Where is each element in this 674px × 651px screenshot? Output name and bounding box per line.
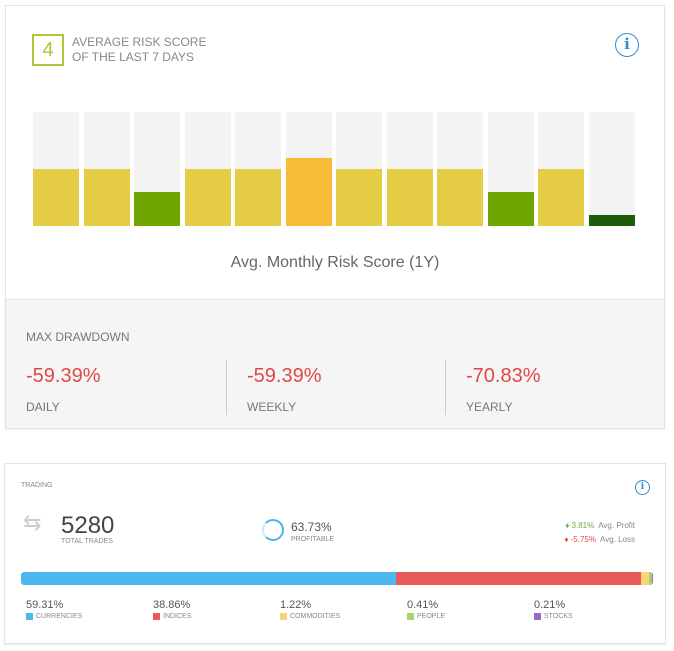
trading-card: TRADING i ⇆ 5280 TOTAL TRADES 63.73% PROFI… — [4, 463, 666, 644]
bar-month-5[interactable] — [235, 169, 281, 226]
legend-label-row: PEOPLE — [407, 613, 527, 620]
avg-loss-value: -5.75% — [570, 535, 596, 544]
profitable-ring-icon — [262, 519, 284, 541]
drawdown-daily: -59.39% DAILY — [6, 360, 226, 415]
bar-month-9[interactable] — [437, 169, 483, 226]
legend-swatch — [26, 613, 33, 620]
title-line-1: AVERAGE RISK SCORE — [72, 35, 207, 49]
legend-label-row: COMMODITIES — [280, 613, 400, 620]
title-line-2: OF THE LAST 7 DAYS — [72, 50, 195, 64]
avg-profit-label: Avg. Profit — [598, 521, 635, 530]
profitable-value: 63.73% — [291, 520, 332, 534]
bar-background — [134, 112, 180, 226]
drawdown-label: DAILY — [26, 400, 60, 414]
segment-commodities — [641, 572, 650, 585]
bar-background — [83, 112, 130, 226]
avg-loss-label: Avg. Loss — [600, 535, 635, 544]
legend-swatch — [407, 613, 414, 620]
bar-month-12[interactable] — [588, 214, 635, 226]
avg-profit: ♦ 3.81% Avg. Profit — [565, 521, 635, 530]
total-trades: 5280 TOTAL TRADES — [61, 512, 114, 545]
legend-value: 59.31% — [26, 599, 64, 611]
legend-swatch — [153, 613, 160, 620]
bar-month-10[interactable] — [487, 191, 534, 226]
drawdown-value: -70.83% — [466, 365, 541, 387]
legend-stocks: 0.21% STOCKS — [534, 599, 654, 620]
legend-value: 0.21% — [534, 599, 566, 611]
legend-label-row: INDICES — [153, 613, 273, 620]
legend-value: 1.22% — [280, 599, 312, 611]
bar-month-1[interactable] — [33, 169, 79, 226]
monthly-risk-chart — [33, 112, 639, 226]
legend-label: INDICES — [163, 613, 192, 620]
risk-score-title: AVERAGE RISK SCORE OF THE LAST 7 DAYS — [72, 35, 206, 65]
legend-label: COMMODITIES — [290, 613, 341, 620]
legend-label: PEOPLE — [417, 613, 446, 620]
total-trades-label: TOTAL TRADES — [61, 538, 113, 545]
legend-value: 38.86% — [153, 599, 191, 611]
profitable: 63.73% PROFITABLE — [291, 520, 334, 543]
segment-stocks — [651, 572, 653, 585]
segment-currencies — [21, 572, 396, 585]
bar-month-4[interactable] — [184, 169, 231, 226]
legend-value: 0.41% — [407, 599, 439, 611]
info-icon[interactable]: i — [615, 33, 639, 57]
drawdown-title: MAX DRAWDOWN — [26, 330, 130, 344]
segment-people — [649, 572, 652, 585]
bar-month-7[interactable] — [336, 169, 382, 226]
bar-background — [184, 112, 231, 226]
bar-month-8[interactable] — [386, 169, 433, 226]
legend-people: 0.41% PEOPLE — [407, 599, 527, 620]
bar-background — [336, 112, 382, 226]
info-icon[interactable]: i — [635, 480, 650, 495]
avg-profit-value: 3.81% — [571, 521, 595, 530]
legend-label: STOCKS — [544, 613, 573, 620]
drawdown-yearly: -70.83% YEARLY — [445, 360, 665, 415]
bar-background — [235, 112, 281, 226]
bar-background — [386, 112, 433, 226]
bar-month-3[interactable] — [134, 191, 180, 226]
drawdown-value: -59.39% — [247, 365, 322, 387]
legend-currencies: 59.31% CURRENCIES — [26, 599, 146, 620]
category-breakdown-bar — [21, 572, 653, 585]
bar-background — [538, 112, 584, 226]
bar-background — [588, 112, 635, 226]
drawdown-label: YEARLY — [466, 400, 513, 414]
avg-loss: ♦ -5.75% Avg. Loss — [564, 535, 635, 544]
swap-arrows-icon: ⇆ — [23, 510, 42, 535]
legend-indices: 38.86% INDICES — [153, 599, 273, 620]
profitable-label: PROFITABLE — [291, 536, 335, 543]
bar-background — [437, 112, 483, 226]
up-icon: ♦ — [565, 521, 570, 530]
drawdown-weekly: -59.39% WEEKLY — [226, 360, 446, 415]
total-trades-value: 5280 — [61, 512, 115, 539]
legend-label: CURRENCIES — [36, 613, 83, 620]
legend-label-row: STOCKS — [534, 613, 654, 620]
bar-background — [33, 112, 79, 226]
max-drawdown-section: MAX DRAWDOWN -59.39% DAILY -59.39% WEEKLY … — [6, 299, 664, 428]
bar-month-6[interactable] — [285, 157, 332, 226]
legend-swatch — [534, 613, 541, 620]
risk-score-card: 4 AVERAGE RISK SCORE OF THE LAST 7 DAYS i… — [5, 5, 665, 429]
trading-title: TRADING — [21, 482, 53, 489]
bar-background — [285, 112, 332, 226]
down-icon: ♦ — [564, 535, 569, 544]
segment-indices — [395, 572, 642, 585]
bar-month-2[interactable] — [83, 169, 130, 226]
drawdown-label: WEEKLY — [247, 400, 297, 414]
legend-swatch — [280, 613, 287, 620]
legend-label-row: CURRENCIES — [26, 613, 146, 620]
legend-commodities: 1.22% COMMODITIES — [280, 599, 400, 620]
risk-score-badge: 4 — [32, 34, 64, 66]
bar-month-11[interactable] — [538, 169, 584, 226]
bar-background — [487, 112, 534, 226]
chart-title: Avg. Monthly Risk Score (1Y) — [230, 254, 440, 271]
drawdown-value: -59.39% — [26, 365, 101, 387]
